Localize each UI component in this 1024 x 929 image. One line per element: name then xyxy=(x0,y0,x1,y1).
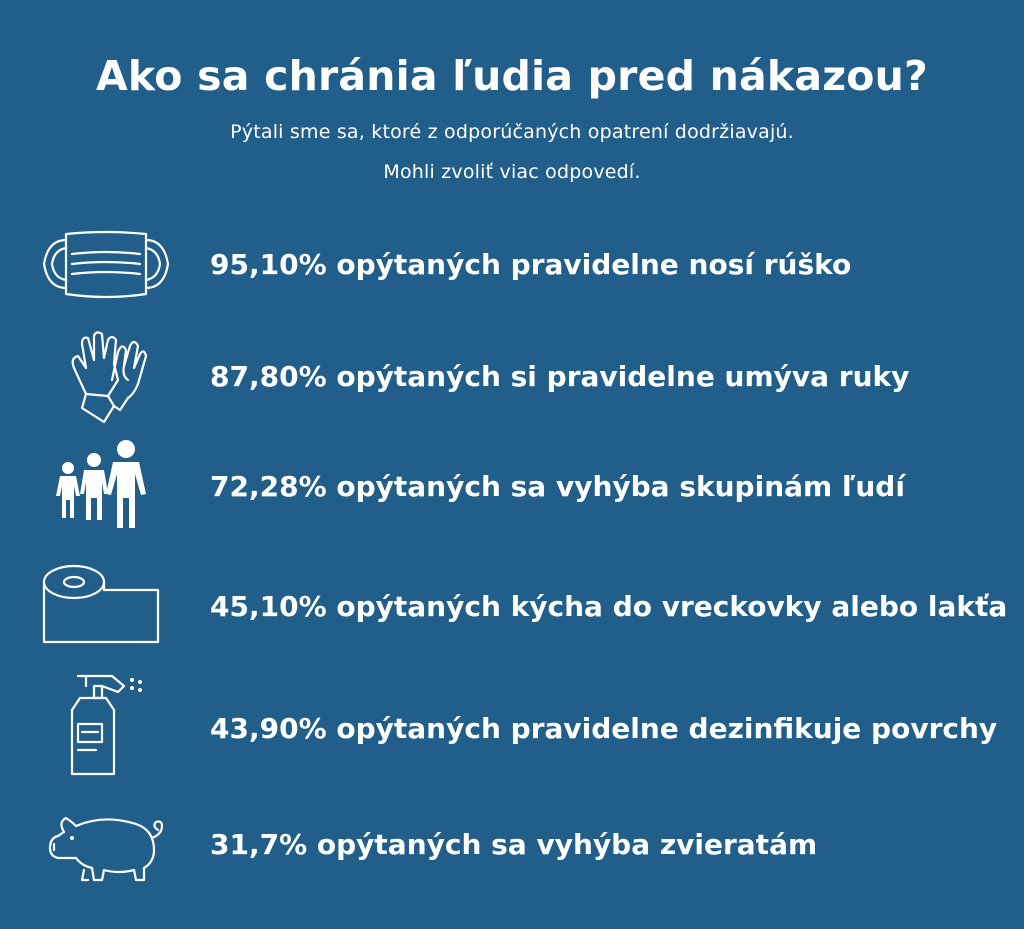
measure-item-avoid-animals: 31,7% opýtaných sa vyhýba zvieratám xyxy=(210,828,818,861)
pig-icon xyxy=(44,808,170,884)
toilet-paper-icon xyxy=(38,560,166,650)
subtitle-line-2: Mohli zvoliť viac odpovedí. xyxy=(383,161,641,183)
measure-item-handwashing: 87,80% opýtaných si pravidelne umýva ruk… xyxy=(210,360,910,393)
measure-item-avoid-groups: 72,28% opýtaných sa vyhýba skupinám ľudí xyxy=(210,470,905,503)
face-mask-icon xyxy=(38,230,174,300)
page-title: Ako sa chránia ľudia pred nákazou? xyxy=(95,52,929,100)
measure-item-disinfect: 43,90% opýtaných pravidelne dezinfikuje … xyxy=(210,712,998,745)
measure-item-mask: 95,10% opýtaných pravidelne nosí rúško xyxy=(210,248,852,281)
measure-item-sneeze: 45,10% opýtaných kýcha do vreckovky aleb… xyxy=(210,590,1008,623)
subtitle-line-1: Pýtali sme sa, ktoré z odporúčaných opat… xyxy=(230,121,794,143)
spray-bottle-icon xyxy=(66,672,152,778)
people-group-icon xyxy=(54,440,154,530)
gloves-icon xyxy=(64,324,150,424)
